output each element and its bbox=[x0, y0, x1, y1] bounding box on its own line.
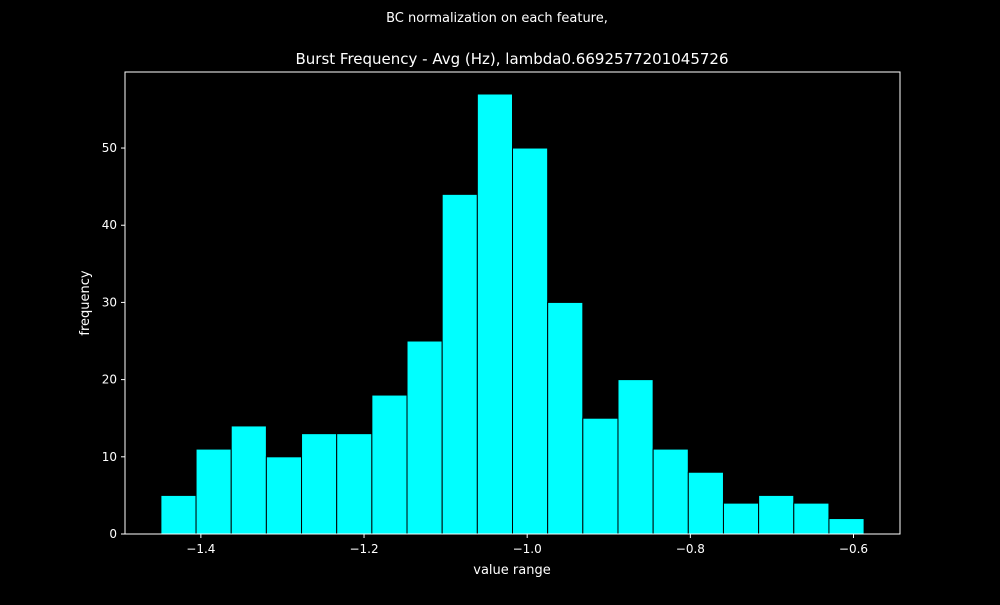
y-tick-label: 10 bbox=[102, 450, 117, 464]
histogram-bar bbox=[547, 301, 584, 535]
x-tick-label: −1.4 bbox=[186, 542, 215, 556]
x-tick-label: −0.8 bbox=[676, 542, 705, 556]
histogram-bar bbox=[371, 394, 408, 535]
histogram-bar bbox=[406, 340, 443, 535]
histogram-bar bbox=[512, 147, 549, 535]
chart-suptitle: BC normalization on each feature, bbox=[386, 11, 608, 26]
x-tick-label: −1.2 bbox=[349, 542, 378, 556]
y-axis-label: frequency bbox=[78, 270, 93, 336]
histogram-bar bbox=[687, 471, 724, 535]
histogram-bar bbox=[793, 502, 830, 535]
chart-title: Burst Frequency - Avg (Hz), lambda0.6692… bbox=[295, 50, 728, 68]
y-axis-ticks: 0 10 20 30 40 50 bbox=[102, 141, 125, 541]
x-tick-label: −0.6 bbox=[839, 542, 868, 556]
x-axis-ticks: −1.4 −1.2 −1.0 −0.8 −0.6 bbox=[186, 534, 868, 556]
y-tick-label: 40 bbox=[102, 218, 117, 232]
histogram-bar bbox=[652, 448, 689, 535]
y-tick-label: 20 bbox=[102, 373, 117, 387]
x-axis-label: value range bbox=[473, 563, 550, 578]
histogram-bar bbox=[476, 93, 514, 535]
histogram-bar bbox=[617, 379, 654, 535]
x-tick-label: −1.0 bbox=[513, 542, 542, 556]
plot-frame bbox=[124, 71, 901, 535]
histogram-bar bbox=[301, 433, 338, 535]
histogram-bar bbox=[582, 417, 619, 535]
histogram-bar bbox=[230, 425, 267, 535]
bars-group bbox=[160, 93, 865, 535]
y-tick-label: 30 bbox=[102, 295, 117, 309]
histogram-bar bbox=[441, 193, 478, 535]
histogram-bar bbox=[336, 433, 373, 535]
histogram-bar bbox=[195, 448, 232, 535]
histogram-bar bbox=[722, 502, 760, 535]
histogram-bar bbox=[758, 494, 795, 535]
histogram-bar bbox=[828, 518, 865, 535]
y-tick-label: 0 bbox=[109, 527, 117, 541]
histogram-bar bbox=[265, 456, 303, 535]
histogram-bar bbox=[160, 494, 197, 535]
y-tick-label: 50 bbox=[102, 141, 117, 155]
